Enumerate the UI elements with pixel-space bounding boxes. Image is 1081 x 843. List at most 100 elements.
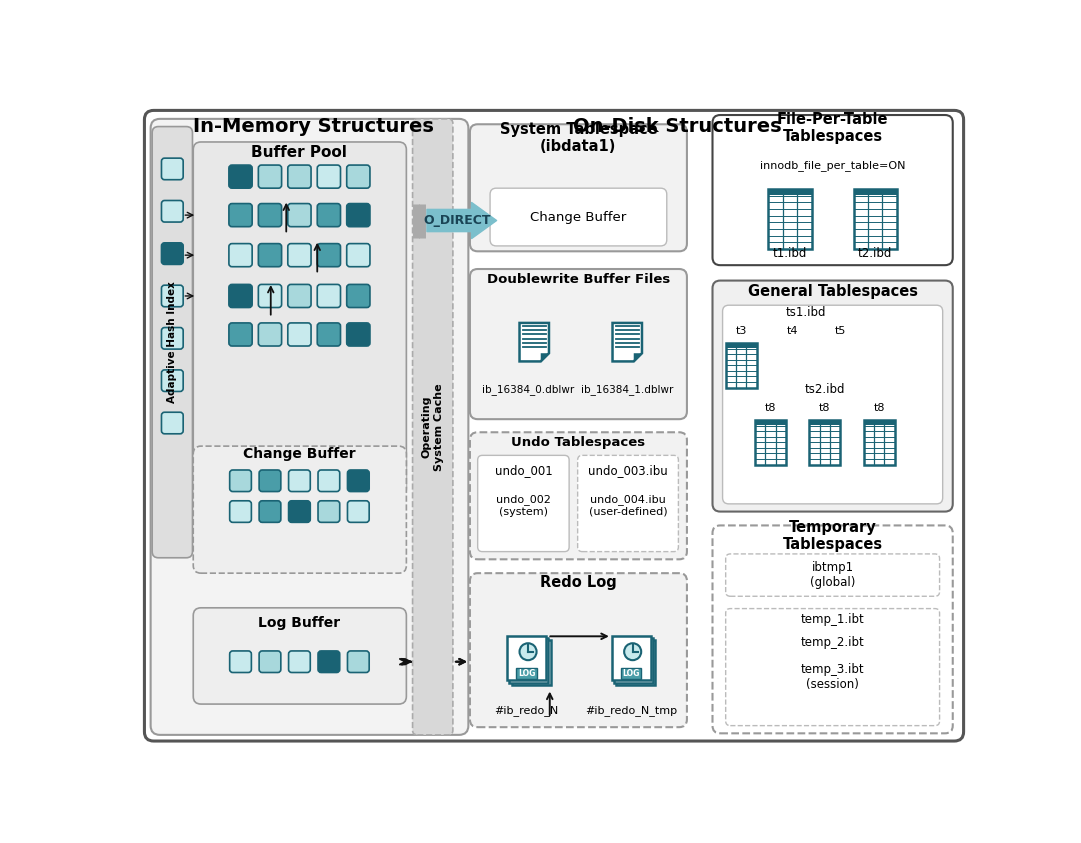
Text: t1.ibd: t1.ibd [773,247,808,260]
FancyBboxPatch shape [470,432,686,559]
Text: #ib_redo_N_tmp: #ib_redo_N_tmp [585,705,677,716]
Text: Redo Log: Redo Log [540,575,617,590]
FancyBboxPatch shape [622,668,641,679]
Text: undo_003.ibu: undo_003.ibu [588,464,668,477]
Text: File-Per-Table
Tablespaces: File-Per-Table Tablespaces [777,112,889,144]
FancyBboxPatch shape [229,203,252,227]
Text: temp_2.ibt: temp_2.ibt [801,636,865,649]
Bar [810,420,840,425]
FancyBboxPatch shape [317,323,341,346]
FancyBboxPatch shape [347,203,370,227]
FancyBboxPatch shape [258,203,281,227]
FancyBboxPatch shape [347,165,370,188]
Text: t2.ibd: t2.ibd [858,247,893,260]
Bar [769,189,812,195]
FancyBboxPatch shape [229,244,252,266]
Bar [810,420,840,464]
FancyBboxPatch shape [725,554,939,596]
FancyBboxPatch shape [347,651,370,673]
Text: ts2.ibd: ts2.ibd [804,384,845,396]
FancyBboxPatch shape [347,501,370,523]
Text: undo_004.ibu
(user-defined): undo_004.ibu (user-defined) [589,494,667,517]
FancyBboxPatch shape [288,244,311,266]
FancyBboxPatch shape [511,640,550,685]
Text: temp_3.ibt
(session): temp_3.ibt (session) [801,663,865,691]
FancyBboxPatch shape [229,651,252,673]
FancyBboxPatch shape [258,165,281,188]
FancyBboxPatch shape [712,281,952,512]
FancyBboxPatch shape [288,284,311,308]
Text: ib_16384_0.dblwr: ib_16384_0.dblwr [482,384,574,395]
FancyBboxPatch shape [614,638,653,683]
FancyBboxPatch shape [347,244,370,266]
FancyBboxPatch shape [289,651,310,673]
FancyBboxPatch shape [347,284,370,308]
Text: Change Buffer: Change Buffer [531,211,627,224]
FancyBboxPatch shape [258,244,281,266]
FancyBboxPatch shape [152,126,192,558]
FancyBboxPatch shape [229,470,252,491]
Text: System Tablespace
(ibdata1): System Tablespace (ibdata1) [499,122,657,154]
Text: Undo Tablespaces: Undo Tablespaces [511,436,645,448]
FancyBboxPatch shape [161,243,183,265]
FancyBboxPatch shape [517,668,536,679]
Bar [769,189,812,249]
Polygon shape [633,353,642,362]
FancyBboxPatch shape [229,165,252,188]
FancyBboxPatch shape [289,501,310,523]
FancyBboxPatch shape [258,284,281,308]
Circle shape [624,643,641,660]
FancyBboxPatch shape [577,455,679,551]
Text: t8: t8 [873,403,885,412]
FancyBboxPatch shape [229,501,252,523]
FancyBboxPatch shape [288,165,311,188]
Text: LOG: LOG [518,668,535,678]
FancyBboxPatch shape [317,244,341,266]
Polygon shape [520,323,549,362]
FancyBboxPatch shape [509,638,548,683]
FancyBboxPatch shape [318,651,339,673]
FancyBboxPatch shape [258,323,281,346]
Text: LOG: LOG [623,668,640,678]
FancyBboxPatch shape [161,328,183,349]
Text: On-Disk Structures: On-Disk Structures [573,117,782,136]
FancyBboxPatch shape [259,470,281,491]
Text: temp_1.ibt: temp_1.ibt [801,613,865,626]
FancyBboxPatch shape [288,323,311,346]
FancyBboxPatch shape [229,323,252,346]
Text: Adaptive Hash Index: Adaptive Hash Index [168,282,177,403]
FancyBboxPatch shape [470,124,686,251]
Text: Buffer Pool: Buffer Pool [252,145,347,160]
FancyBboxPatch shape [507,636,546,680]
FancyBboxPatch shape [347,323,370,346]
Text: innodb_file_per_table=ON: innodb_file_per_table=ON [760,159,906,170]
FancyBboxPatch shape [150,119,468,735]
FancyBboxPatch shape [712,525,952,733]
FancyBboxPatch shape [145,110,963,741]
FancyBboxPatch shape [470,269,686,419]
Bar [864,420,895,425]
Bar [854,189,897,249]
FancyBboxPatch shape [616,640,655,685]
FancyBboxPatch shape [725,609,939,726]
Text: undo_002
(system): undo_002 (system) [496,494,551,517]
FancyBboxPatch shape [317,284,341,308]
FancyBboxPatch shape [478,455,569,551]
Bar [864,420,895,464]
Text: In-Memory Structures: In-Memory Structures [192,117,433,136]
FancyBboxPatch shape [289,470,310,491]
Text: t3: t3 [735,325,747,336]
FancyBboxPatch shape [193,446,406,573]
FancyBboxPatch shape [259,651,281,673]
FancyBboxPatch shape [161,285,183,307]
FancyBboxPatch shape [490,188,667,246]
Bar [725,343,757,348]
FancyBboxPatch shape [722,305,943,504]
Text: t4: t4 [787,325,798,336]
Bar [756,420,786,464]
Bar [854,189,897,195]
Polygon shape [540,353,549,362]
FancyBboxPatch shape [612,636,651,680]
Circle shape [520,643,536,660]
Text: t8: t8 [819,403,830,412]
